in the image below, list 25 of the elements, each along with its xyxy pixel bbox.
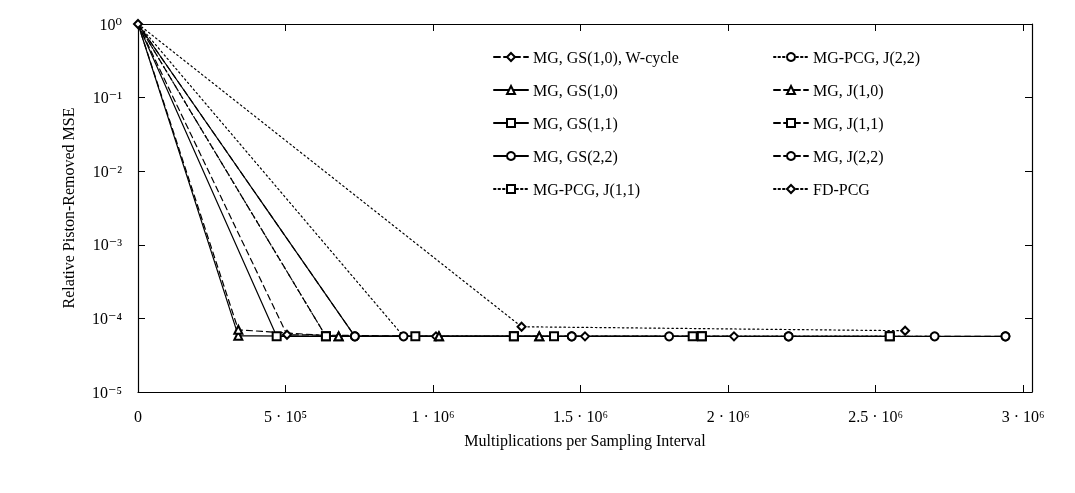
legend-label: MG-PCG, J(1,1) [533, 180, 641, 199]
legend-label: MG, J(2,2) [813, 147, 884, 166]
x-tick-label: 1.5 · 10⁶ [553, 407, 609, 425]
legend-label: MG, GS(1,0), W-cycle [533, 48, 679, 67]
y-tick-label: 10⁻³ [92, 236, 123, 254]
y-tick-label: 10⁻¹ [92, 89, 123, 107]
legend-label: MG, J(1,0) [813, 81, 884, 100]
y-tick-label: 10⁻² [92, 162, 123, 180]
legend-label: MG, J(1,1) [813, 114, 884, 133]
legend-label: MG, GS(1,1) [533, 114, 618, 133]
x-tick-label: 0 [134, 407, 142, 425]
y-tick-label: 10⁻⁵ [91, 383, 122, 401]
x-tick-label: 1 · 10⁶ [411, 407, 455, 425]
x-tick-label: 2 · 10⁶ [706, 407, 750, 425]
x-tick-label: 3 · 10⁶ [1001, 407, 1045, 425]
legend-label: MG, GS(1,0) [533, 81, 618, 100]
x-tick-label: 2.5 · 10⁶ [848, 407, 904, 425]
y-axis-title: Relative Piston-Removed MSE [59, 107, 77, 309]
y-tick-label: 10⁰ [99, 15, 122, 33]
y-tick-label: 10⁻⁴ [91, 309, 123, 327]
legend-label: FD-PCG [813, 180, 871, 198]
legend-label: MG-PCG, J(2,2) [813, 48, 921, 67]
x-tick-label: 5 · 10⁵ [264, 407, 307, 425]
legend-label: MG, GS(2,2) [533, 147, 618, 166]
x-axis-title: Multiplications per Sampling Interval [464, 431, 707, 450]
